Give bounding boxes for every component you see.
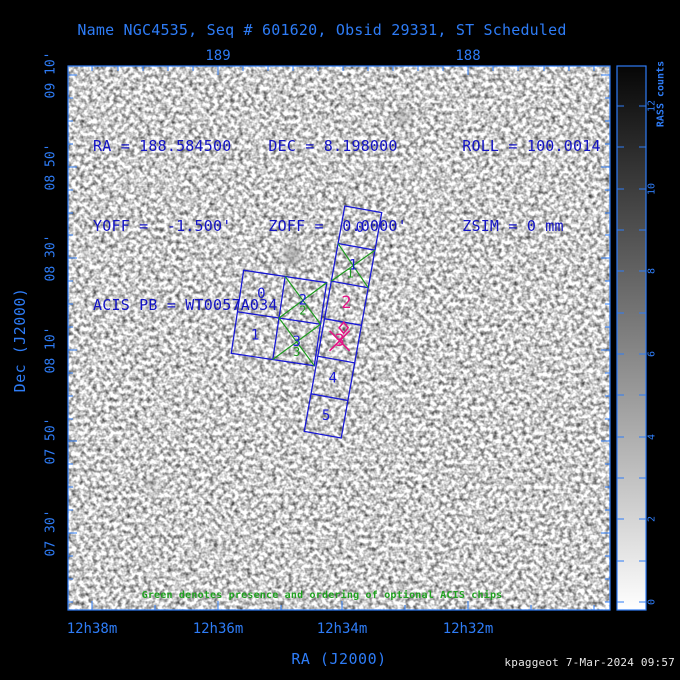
top-axis-tick-label: 188 xyxy=(455,48,480,64)
dec-tick-label: 09 10' xyxy=(44,52,59,99)
acis-i-array-labels: 0 22 1 33 xyxy=(251,286,307,359)
colorbar-title: RASS counts xyxy=(655,60,667,128)
user-datetime-stamp: kpaggeot 7-Mar-2024 09:57 xyxy=(504,656,675,669)
info-line-offsets: YOFF = -1.500' ZOFF = 0.0000' ZSIM = 0 m… xyxy=(93,216,564,235)
colorbar-tick-label: 8 xyxy=(647,268,658,274)
sky-source-blob xyxy=(283,244,301,266)
info-line-ra-dec-roll: RA = 188.584500 DEC = 8.198000 ROLL = 10… xyxy=(93,137,601,155)
colorbar-tick-label: 12 xyxy=(647,100,658,112)
chip-label: 1 xyxy=(349,258,357,274)
dec-tick-label: 07 30' xyxy=(44,510,59,557)
sky-sources xyxy=(144,110,410,490)
colorbar-tick-label: 10 xyxy=(647,183,658,195)
sky-source-blob xyxy=(144,478,158,490)
aimpoint-diamond-icon xyxy=(338,321,350,335)
aimpoint-x-marker xyxy=(329,330,351,352)
bottom-axis-tick-label: 12h36m xyxy=(193,621,244,637)
sky-image-noise xyxy=(68,66,610,610)
bottom-axis-tick-label: 12h32m xyxy=(443,621,494,637)
sky-image xyxy=(68,66,610,610)
chip-label: 1 xyxy=(251,328,259,344)
chip-label: 2 xyxy=(299,292,307,308)
axis-ticks xyxy=(68,66,610,610)
bottom-axis-tick-label: 12h38m xyxy=(67,621,118,637)
plot-frame xyxy=(67,65,611,611)
colorbar-frame xyxy=(616,65,647,611)
bottom-axis-tick-label: 12h34m xyxy=(317,621,368,637)
chip-label: 0 xyxy=(356,220,364,236)
pointing-info-block: RA = 188.584500 DEC = 8.198000 ROLL = 10… xyxy=(93,80,601,372)
acis-s-array-outline xyxy=(303,205,383,439)
acis-chip-overlay: 0221330112345 xyxy=(230,205,383,439)
y-axis-title: Dec (J2000) xyxy=(11,287,29,393)
chip-label: 4 xyxy=(329,370,337,386)
colorbar-tick-label: 0 xyxy=(647,599,658,605)
colorbar xyxy=(616,65,647,611)
chip-label-aim: 2 xyxy=(341,293,351,313)
dec-tick-label: 07 50' xyxy=(44,418,59,465)
optional-chips-note: Green denotes presence and ordering of o… xyxy=(141,590,503,601)
dec-tick-label: 08 50' xyxy=(44,144,59,191)
chip-label: 3 xyxy=(292,334,300,350)
chip-label-optional-order: 3 xyxy=(293,345,300,359)
acis-s-array-labels: 0112345 xyxy=(322,220,364,424)
colorbar-tick-label: 2 xyxy=(647,516,658,522)
dec-tick-label: 08 30' xyxy=(44,235,59,282)
colorbar-tick-label: 4 xyxy=(647,434,658,440)
chip-label: 5 xyxy=(322,408,330,424)
chip-label-optional-order: 2 xyxy=(299,303,306,317)
colorbar-tick-label: 6 xyxy=(647,351,658,357)
colorbar-gradient xyxy=(617,66,646,610)
chip-label: 0 xyxy=(257,286,265,302)
plot-title: Name NGC4535, Seq # 601620, Obsid 29331,… xyxy=(77,21,567,39)
info-line-acis-pb: ACIS PB = WT0057A034 xyxy=(93,296,278,314)
top-axis-tick-label: 189 xyxy=(205,48,230,64)
sky-source-blob xyxy=(396,110,410,126)
chip-label-optional-order: 1 xyxy=(347,267,354,281)
x-axis-title: RA (J2000) xyxy=(291,650,387,668)
dec-tick-label: 08 10' xyxy=(44,327,59,374)
acis-i-array-outline xyxy=(230,269,328,367)
